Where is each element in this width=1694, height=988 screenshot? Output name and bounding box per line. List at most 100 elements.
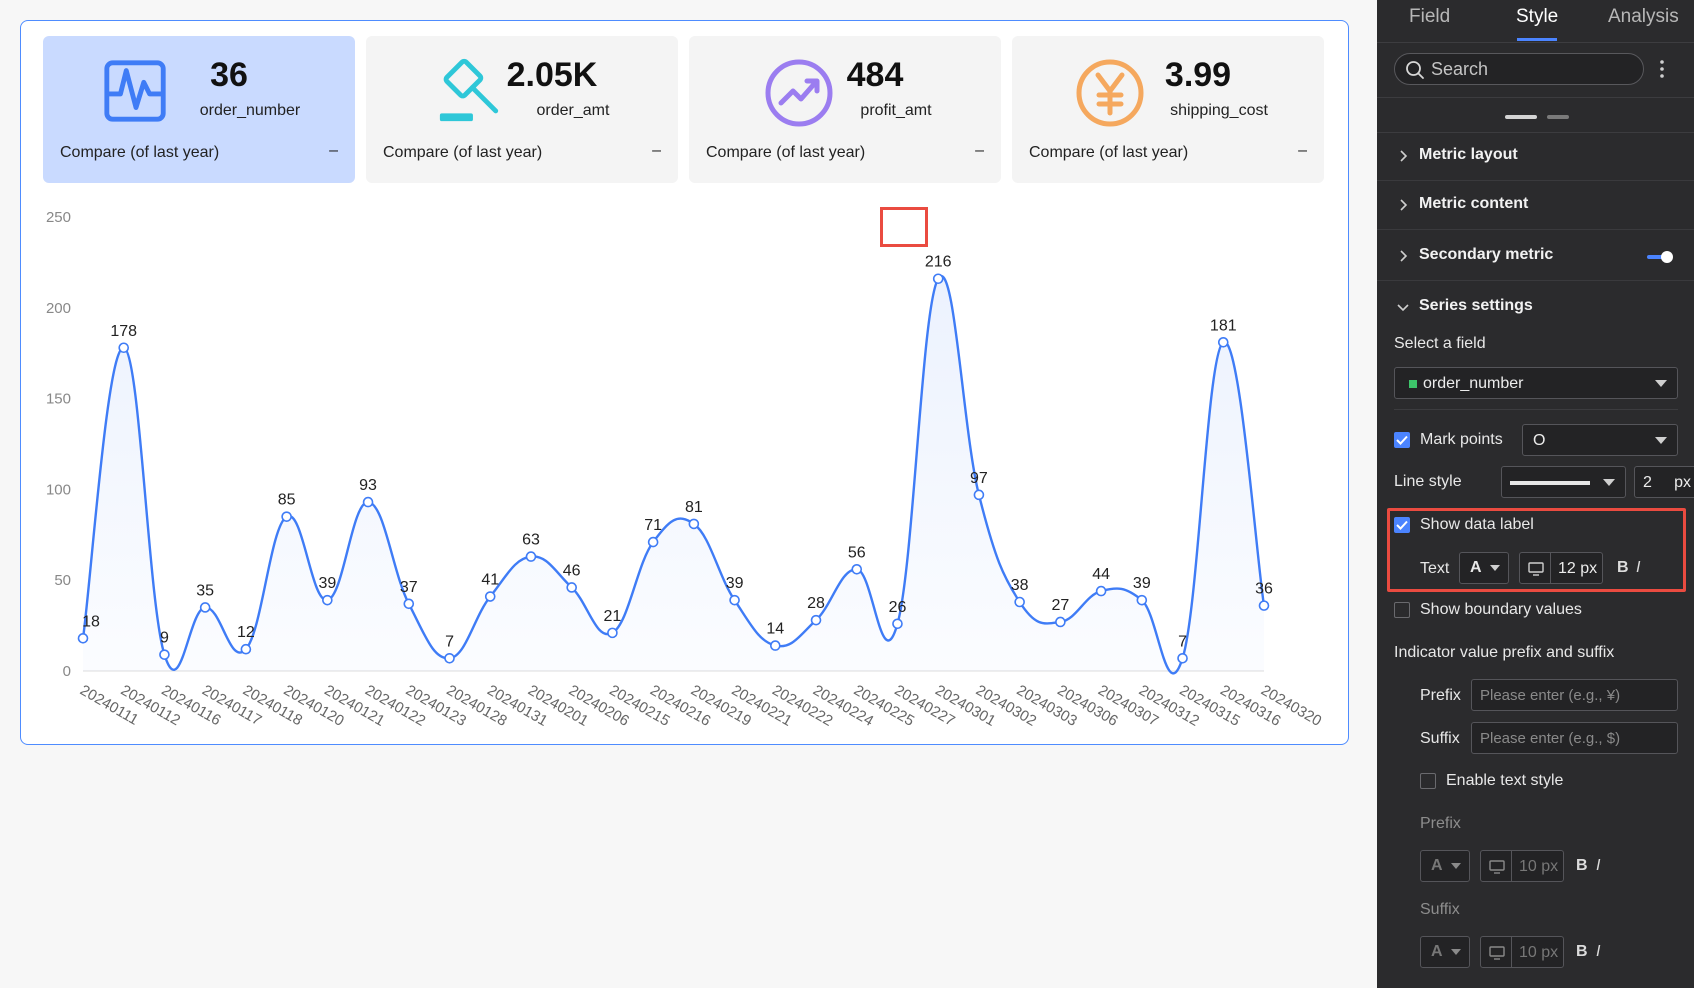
font-size-input[interactable]: 12 px bbox=[1519, 552, 1603, 584]
data-label: 12 bbox=[237, 624, 255, 641]
data-label: 216 bbox=[925, 254, 952, 271]
data-point bbox=[199, 602, 211, 613]
data-label: 44 bbox=[1092, 566, 1110, 583]
field-select[interactable]: order_number bbox=[1394, 367, 1678, 399]
data-label: 35 bbox=[196, 582, 214, 599]
kpi-card-order-amt[interactable]: 2.05K order_amt Compare (of last year) – bbox=[366, 36, 678, 183]
kpi-compare-value: – bbox=[975, 142, 984, 159]
data-label: 178 bbox=[110, 323, 137, 340]
data-label: 39 bbox=[1133, 575, 1151, 592]
data-label: 28 bbox=[807, 595, 825, 612]
divider bbox=[1511, 937, 1512, 967]
data-point bbox=[444, 652, 455, 664]
section-series-settings[interactable]: Series settings bbox=[1377, 284, 1694, 332]
data-label: 81 bbox=[685, 499, 703, 516]
bold-toggle[interactable]: B bbox=[1617, 559, 1629, 576]
kpi-compare-label: Compare (of last year) bbox=[706, 144, 866, 161]
suffix-font-size-input[interactable]: 10 px bbox=[1480, 936, 1564, 968]
prefix-italic-toggle[interactable]: I bbox=[1596, 857, 1601, 874]
line-width-value: 2 bbox=[1643, 474, 1652, 491]
kpi-compare-label: Compare (of last year) bbox=[1029, 144, 1189, 161]
kpi-card-order-number[interactable]: 36 order_number Compare (of last year) – bbox=[43, 36, 355, 183]
suffix-font-color-select[interactable]: A bbox=[1420, 936, 1470, 968]
font-size-value: 10 px bbox=[1519, 858, 1559, 875]
line-width-unit: px bbox=[1674, 474, 1691, 491]
section-title: Series settings bbox=[1419, 297, 1533, 314]
search-box[interactable] bbox=[1394, 53, 1644, 85]
data-point bbox=[281, 511, 292, 522]
data-point bbox=[647, 536, 659, 548]
kpi-value: 3.99 bbox=[1164, 56, 1232, 94]
prefix-label: Prefix bbox=[1420, 687, 1461, 704]
section-title: Metric layout bbox=[1419, 146, 1518, 163]
monitor-icon bbox=[1528, 562, 1544, 576]
kpi-label: order_number bbox=[199, 102, 301, 119]
divider bbox=[1550, 553, 1551, 583]
check-icon bbox=[1396, 435, 1408, 445]
tab-field[interactable]: Field bbox=[1409, 6, 1451, 27]
style-panel: Field Style Analysis Metric layout Metri… bbox=[1377, 0, 1694, 988]
prefix-input[interactable] bbox=[1471, 679, 1678, 711]
line-style-sample bbox=[1510, 481, 1590, 485]
metric-chart-card[interactable]: 36 order_number Compare (of last year) –… bbox=[20, 20, 1349, 745]
prefix-font-color-select[interactable]: A bbox=[1420, 850, 1470, 882]
y-axis-tick-label: 50 bbox=[54, 572, 71, 589]
chevron-right-icon bbox=[1400, 250, 1408, 262]
secondary-metric-toggle[interactable] bbox=[1647, 251, 1673, 263]
kpi-value: 484 bbox=[846, 56, 904, 94]
section-secondary-metric[interactable]: Secondary metric bbox=[1377, 233, 1694, 281]
search-icon bbox=[1406, 61, 1424, 79]
font-color-select[interactable]: A bbox=[1459, 552, 1509, 584]
line-chart-svg: 0 50 100 150 200 250 18 178 9 35 12 85 39 93 37 7 41 63 46… bbox=[46, 209, 1324, 730]
mark-points-checkbox[interactable] bbox=[1394, 432, 1410, 448]
section-metric-layout[interactable]: Metric layout bbox=[1377, 133, 1694, 181]
divider bbox=[1377, 132, 1694, 133]
data-point bbox=[1258, 600, 1270, 611]
tab-analysis[interactable]: Analysis bbox=[1608, 6, 1679, 27]
suffix-style-label: Suffix bbox=[1420, 901, 1460, 918]
enable-text-style-checkbox[interactable] bbox=[1420, 773, 1436, 789]
italic-toggle[interactable]: I bbox=[1636, 559, 1641, 576]
prefix-bold-toggle[interactable]: B bbox=[1576, 857, 1588, 874]
line-width-input[interactable]: 2 px bbox=[1634, 466, 1694, 498]
more-options-icon[interactable] bbox=[1658, 58, 1666, 80]
kpi-compare-value: – bbox=[329, 142, 338, 159]
data-point bbox=[118, 342, 130, 354]
trend-up-icon bbox=[765, 59, 833, 127]
section-title: Metric content bbox=[1419, 195, 1529, 212]
mark-point-shape-select[interactable]: O bbox=[1522, 424, 1678, 456]
font-size-value: 12 px bbox=[1558, 560, 1598, 577]
data-label: 97 bbox=[970, 470, 988, 487]
font-size-value: 10 px bbox=[1519, 944, 1559, 961]
kpi-card-shipping-cost[interactable]: 3.99 shipping_cost Compare (of last year… bbox=[1012, 36, 1324, 183]
data-point bbox=[607, 627, 618, 639]
kpi-compare-value: – bbox=[652, 142, 661, 159]
suffix-italic-toggle[interactable]: I bbox=[1596, 943, 1601, 960]
data-point bbox=[362, 496, 374, 508]
data-label: 93 bbox=[359, 477, 377, 494]
suffix-input[interactable] bbox=[1471, 722, 1678, 754]
show-data-label-checkbox[interactable] bbox=[1394, 517, 1410, 533]
carousel-indicator-active[interactable] bbox=[1505, 115, 1537, 119]
data-point bbox=[484, 591, 496, 602]
suffix-bold-toggle[interactable]: B bbox=[1576, 943, 1588, 960]
data-point bbox=[688, 518, 700, 530]
data-label: 181 bbox=[1210, 317, 1237, 334]
show-boundary-values-checkbox[interactable] bbox=[1394, 602, 1410, 618]
monitor-icon bbox=[1489, 946, 1505, 960]
data-label: 41 bbox=[481, 572, 499, 589]
data-point bbox=[403, 598, 415, 610]
yen-coin-icon bbox=[1076, 59, 1144, 127]
kpi-card-profit-amt[interactable]: 484 profit_amt Compare (of last year) – bbox=[689, 36, 1001, 183]
y-axis-tick-label: 100 bbox=[46, 481, 71, 498]
y-axis-tick-label: 250 bbox=[46, 209, 71, 226]
search-input[interactable] bbox=[1431, 58, 1631, 80]
tab-style[interactable]: Style bbox=[1516, 6, 1559, 27]
section-metric-content[interactable]: Metric content bbox=[1377, 182, 1694, 230]
carousel-indicator[interactable] bbox=[1547, 115, 1569, 119]
data-label: 85 bbox=[278, 492, 296, 509]
prefix-font-size-input[interactable]: 10 px bbox=[1480, 850, 1564, 882]
pulse-chart-icon bbox=[104, 60, 166, 122]
caret-down-icon bbox=[1451, 863, 1461, 869]
line-style-select[interactable] bbox=[1501, 466, 1626, 498]
